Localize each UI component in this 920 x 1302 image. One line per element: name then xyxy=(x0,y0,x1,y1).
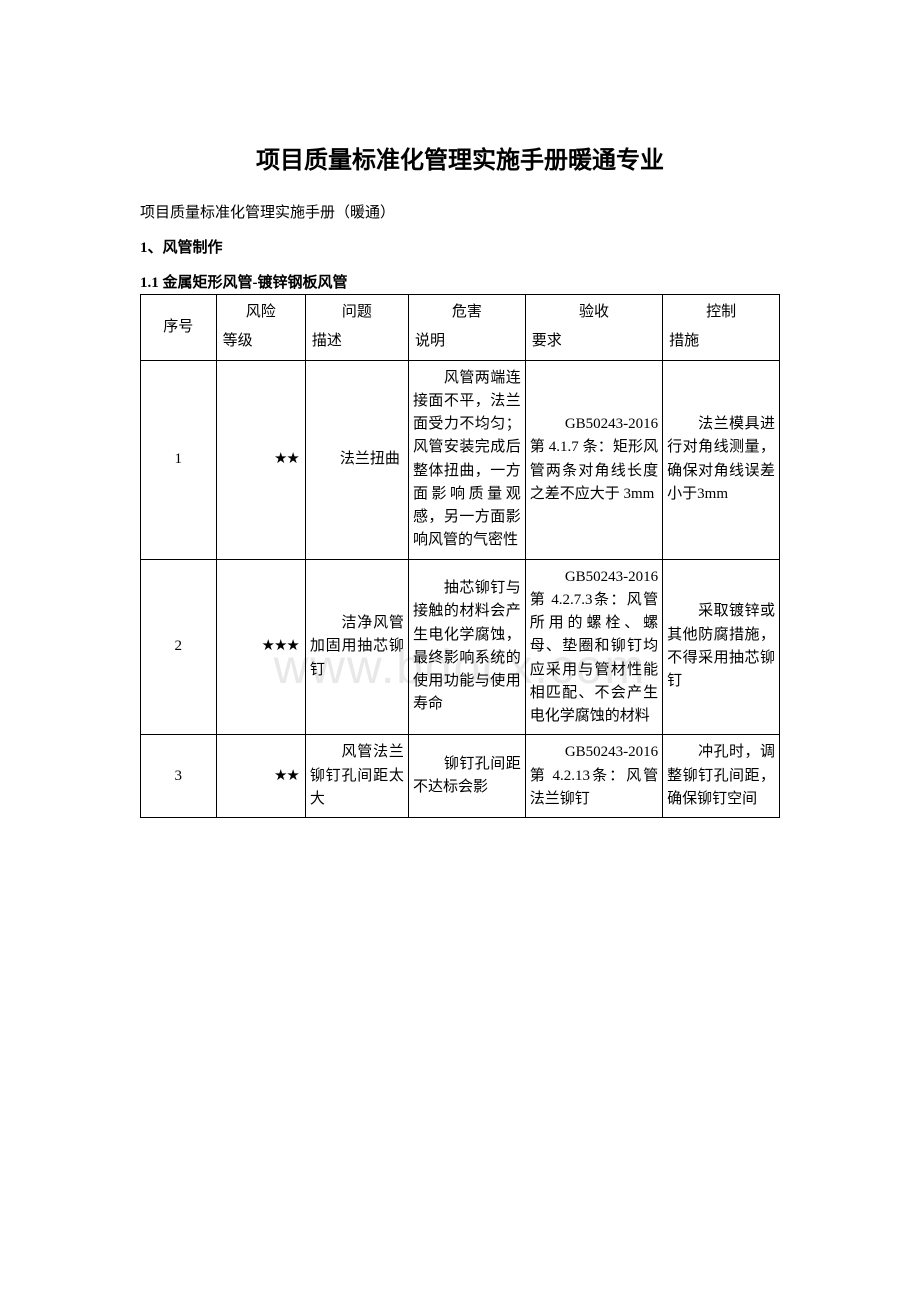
col-header-seq: 序号 xyxy=(141,295,217,361)
cell-risk: ★★ xyxy=(216,360,305,559)
cell-risk: ★★★ xyxy=(216,559,305,735)
subsection-label: 金属矩形风管-镀锌钢板风管 xyxy=(163,275,348,291)
page-title: 项目质量标准化管理实施手册暖通专业 xyxy=(140,140,780,175)
col-header-requirement-top: 验收 xyxy=(525,295,662,331)
cell-hazard: 抽芯铆钉与接触的材料会产生电化学腐蚀，最终影响系统的使用功能与使用寿命 xyxy=(408,559,525,735)
cell-risk: ★★ xyxy=(216,735,305,818)
cell-control: 法兰模具进行对角线测量，确保对角线误差小于3mm xyxy=(663,360,780,559)
subtitle: 项目质量标准化管理实施手册（暖通） xyxy=(140,201,780,222)
col-header-control-top: 控制 xyxy=(663,295,780,331)
table-header-row-1: 序号 风险 问题 危害 验收 控制 xyxy=(141,295,780,331)
col-header-problem-bot: 描述 xyxy=(305,330,408,360)
subsection-num: 1.1 xyxy=(140,275,159,291)
cell-seq: 1 xyxy=(141,360,217,559)
table-row: 1 ★★ 法兰扭曲 风管两端连接面不平，法兰面受力不均匀；风管安装完成后整体扭曲… xyxy=(141,360,780,559)
cell-requirement: GB50243-2016第 4.2.7.3条：风管所用的螺栓、螺母、垫圈和铆钉均… xyxy=(525,559,662,735)
cell-control: 采取镀锌或其他防腐措施，不得采用抽芯铆钉 xyxy=(663,559,780,735)
cell-hazard: 铆钉孔间距不达标会影 xyxy=(408,735,525,818)
table-row: 3 ★★ 风管法兰铆钉孔间距太大 铆钉孔间距不达标会影 GB50243-2016… xyxy=(141,735,780,818)
cell-seq: 2 xyxy=(141,559,217,735)
quality-table: 序号 风险 问题 危害 验收 控制 等级 描述 说明 要求 措施 1 ★★ 法兰… xyxy=(140,294,780,818)
cell-problem: 法兰扭曲 xyxy=(305,360,408,559)
col-header-control-bot: 措施 xyxy=(663,330,780,360)
col-header-risk-top: 风险 xyxy=(216,295,305,331)
col-header-hazard-bot: 说明 xyxy=(408,330,525,360)
col-header-requirement-bot: 要求 xyxy=(525,330,662,360)
table-row: 2 ★★★ 洁净风管加固用抽芯铆钉 抽芯铆钉与接触的材料会产生电化学腐蚀，最终影… xyxy=(141,559,780,735)
cell-requirement: GB50243-2016第 4.1.7 条：矩形风管两条对角线长度之差不应大于 … xyxy=(525,360,662,559)
col-header-risk-bot: 等级 xyxy=(216,330,305,360)
cell-requirement: GB50243-2016第 4.2.13条：风管法兰铆钉 xyxy=(525,735,662,818)
cell-problem: 洁净风管加固用抽芯铆钉 xyxy=(305,559,408,735)
subsection-heading: 1.1 金属矩形风管-镀锌钢板风管 xyxy=(140,271,780,292)
cell-control: 冲孔时，调整铆钉孔间距，确保铆钉空间 xyxy=(663,735,780,818)
cell-problem: 风管法兰铆钉孔间距太大 xyxy=(305,735,408,818)
section-num: 1 xyxy=(140,240,148,256)
cell-seq: 3 xyxy=(141,735,217,818)
cell-hazard: 风管两端连接面不平，法兰面受力不均匀；风管安装完成后整体扭曲，一方面影响质量观感… xyxy=(408,360,525,559)
section-heading: 1、风管制作 xyxy=(140,236,780,257)
section-label: 风管制作 xyxy=(163,240,223,256)
col-header-problem-top: 问题 xyxy=(305,295,408,331)
col-header-hazard-top: 危害 xyxy=(408,295,525,331)
table-header-row-2: 等级 描述 说明 要求 措施 xyxy=(141,330,780,360)
document-content: 项目质量标准化管理实施手册暖通专业 项目质量标准化管理实施手册（暖通） 1、风管… xyxy=(140,140,780,818)
